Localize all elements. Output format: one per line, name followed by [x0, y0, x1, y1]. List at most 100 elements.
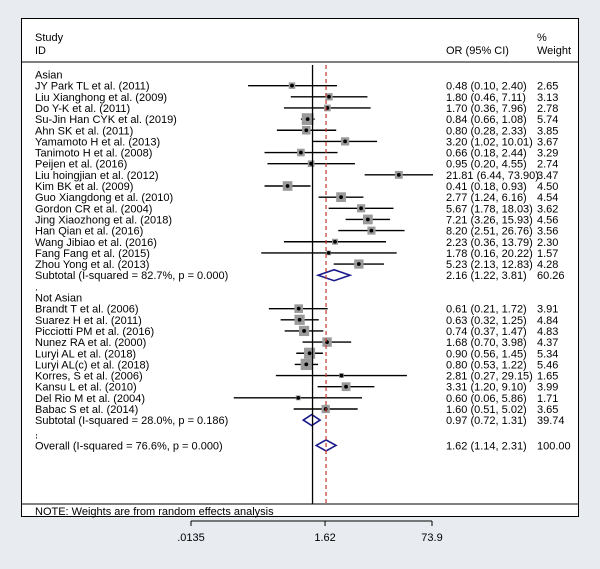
footnote: NOTE: Weights are from random effects an… — [35, 506, 274, 518]
study-label: Su-Jin Han CYK et al. (2019) — [35, 114, 177, 126]
study-weight: 2.65 — [537, 81, 558, 93]
study-label: Tanimoto H et al. (2008) — [35, 148, 152, 160]
study-label: Peijen et al. (2016) — [35, 159, 127, 171]
study-or-ci: 3.31 (1.20, 9.10) — [446, 382, 527, 394]
study-or-ci: 1.80 (0.46, 7.11) — [446, 92, 526, 104]
study-or-ci: 2.23 (0.36, 13.79) — [446, 237, 533, 249]
study-weight: 3.99 — [537, 382, 558, 394]
study-weight: 3.91 — [537, 304, 558, 316]
point-estimate — [327, 94, 331, 99]
study-weight: 3.56 — [537, 226, 558, 238]
study-label: Do Y-K et al. (2011) — [35, 103, 130, 115]
study-label: Zhou Yong et al. (2013) — [35, 259, 149, 271]
study-label: Wang Jibiao et al. (2016) — [35, 237, 157, 249]
study-label: JY Park TL et al. (2011) — [35, 81, 150, 93]
study-weight: 1.57 — [537, 248, 558, 260]
study-or-ci: 0.60 (0.06, 5.86) — [446, 393, 527, 405]
study-weight: 3.85 — [537, 125, 558, 137]
study-label: Korres, S et al. (2006) — [35, 371, 143, 383]
study-weight: 3.29 — [537, 148, 558, 160]
point-estimate — [302, 329, 307, 333]
point-estimate — [290, 83, 294, 88]
study-label: Liu hoingjian et al. (2012) — [35, 170, 159, 182]
study-or-ci: 0.80 (0.53, 1.22) — [446, 359, 527, 371]
overall-or-ci: 1.62 (1.14, 2.31) — [446, 440, 527, 452]
spacer-dot: . — [35, 281, 38, 293]
point-estimate — [344, 384, 348, 389]
study-or-ci: 5.23 (2.13, 12.83) — [446, 259, 533, 271]
study-or-ci: 0.41 (0.18, 0.93) — [446, 181, 527, 193]
point-estimate — [305, 117, 310, 121]
point-estimate — [326, 251, 331, 255]
study-label: Kim BK et al. (2009) — [35, 181, 133, 193]
study-weight: 3.62 — [537, 203, 558, 215]
spacer-dot: . — [35, 429, 38, 441]
id-header: ID — [35, 45, 46, 57]
study-or-ci: 2.77 (1.24, 6.16) — [446, 192, 527, 204]
subtotal-diamond — [301, 413, 322, 427]
study-or-ci: 0.84 (0.66, 1.08) — [446, 114, 527, 126]
study-weight: 5.46 — [537, 359, 558, 371]
study-or-ci: 2.81 (0.27, 29.15) — [446, 371, 533, 383]
study-label: Guo Xiangdong et al. (2010) — [35, 192, 173, 204]
subtotal-label: Subtotal (I-squared = 82.7%, p = 0.000) — [35, 270, 228, 282]
point-estimate — [369, 228, 374, 233]
study-weight: 4.54 — [537, 192, 558, 204]
subtotal-or-ci: 2.16 (1.22, 3.81) — [446, 270, 527, 282]
x-tick-label: .0135 — [177, 532, 205, 544]
study-or-ci: 1.78 (0.16, 20.22) — [446, 248, 533, 260]
group-heading: Not Asian — [35, 293, 82, 305]
study-label: Ahn SK et al. (2011) — [35, 125, 133, 137]
study-label: Luryi AL et al. (2018) — [35, 348, 136, 360]
study-or-ci: 7.21 (3.26, 15.93) — [446, 214, 533, 226]
study-weight: 5.74 — [537, 114, 558, 126]
study-weight: 4.84 — [537, 315, 558, 327]
study-or-ci: 0.48 (0.10, 2.40) — [446, 81, 527, 93]
study-label: Gordon CR et al. (2004) — [35, 203, 152, 215]
overall-weight: 100.00 — [537, 440, 571, 452]
study-weight: 2.78 — [537, 103, 558, 115]
study-weight: 4.50 — [537, 181, 558, 193]
study-weight: 1.71 — [537, 393, 558, 405]
study-label: Liu Xianghong et al. (2009) — [35, 92, 167, 104]
group-heading: Asian — [35, 70, 63, 82]
study-weight: 2.30 — [537, 237, 558, 249]
x-tick-label: 1.62 — [314, 532, 335, 544]
study-weight: 4.83 — [537, 326, 558, 338]
subtotal-diamond — [315, 268, 353, 282]
study-label: Picciotti PM et al. (2016) — [35, 326, 154, 338]
point-estimate — [343, 139, 347, 144]
study-label: Brandt T et al. (2006) — [35, 304, 139, 316]
study-or-ci: 0.63 (0.32, 1.25) — [446, 315, 527, 327]
study-or-ci: 0.74 (0.37, 1.47) — [446, 326, 527, 338]
point-estimate — [298, 150, 303, 155]
study-weight: 5.34 — [537, 348, 558, 360]
point-estimate — [304, 128, 309, 133]
study-weight: 3.47 — [537, 170, 558, 182]
point-estimate — [297, 317, 302, 322]
study-weight: 2.74 — [537, 159, 558, 171]
study-header: Study — [35, 32, 64, 44]
study-label: Babac S et al. (2014) — [35, 404, 138, 416]
study-label: Suarez H et al. (2011) — [35, 315, 142, 327]
subtotal-weight: 60.26 — [537, 270, 565, 282]
point-estimate — [304, 362, 309, 367]
study-label: Del Rio M et al. (2004) — [35, 393, 145, 405]
point-estimate — [356, 262, 361, 266]
study-label: Yamamoto H et al. (2013) — [35, 136, 160, 148]
percent-header: % — [537, 32, 547, 44]
study-weight: 3.67 — [537, 136, 558, 148]
study-or-ci: 1.68 (0.70, 3.98) — [446, 337, 527, 349]
subtotal-label: Subtotal (I-squared = 28.0%, p = 0.186) — [35, 415, 228, 427]
study-label: Fang Fang et al. (2015) — [35, 248, 150, 260]
point-estimate — [296, 306, 301, 311]
study-label: Luryi AL(c) et al. (2018) — [35, 359, 149, 371]
spacer-dot: . — [35, 426, 38, 438]
study-or-ci: 8.20 (2.51, 26.76) — [446, 226, 533, 238]
study-label: Kansu L et al. (2010) — [35, 382, 137, 394]
study-weight: 4.28 — [537, 259, 558, 271]
x-tick-label: 73.9 — [421, 532, 442, 544]
study-weight: 3.65 — [537, 404, 558, 416]
